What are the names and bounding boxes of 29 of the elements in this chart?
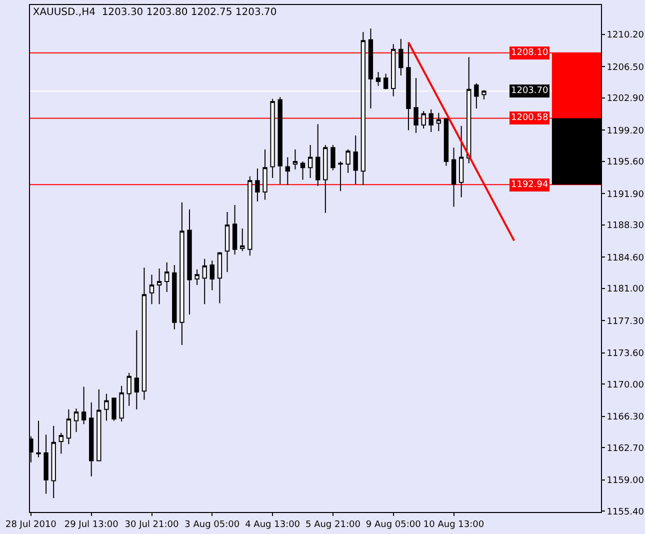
ref-line-label: 1203.70 xyxy=(511,86,548,96)
ref-line-label: 1192.94 xyxy=(511,180,548,190)
x-tick-label: 4 Aug 13:00 xyxy=(245,520,300,530)
y-tick-label: 1206.50 xyxy=(606,62,644,73)
x-tick-label: 9 Aug 05:00 xyxy=(366,520,422,530)
x-tick-label: 5 Aug 21:00 xyxy=(305,520,361,530)
y-tick-label: 1170.00 xyxy=(606,380,644,390)
x-tick-label: 28 Jul 2010 xyxy=(5,520,57,530)
ref-line-label: 1200.58 xyxy=(511,113,548,123)
x-tick-label: 10 Aug 13:00 xyxy=(423,520,484,530)
x-tick-label: 29 Jul 13:00 xyxy=(64,520,119,530)
y-tick-label: 1199.20 xyxy=(606,126,644,136)
y-tick-label: 1173.60 xyxy=(606,349,644,360)
y-tick-label: 1155.40 xyxy=(606,507,644,518)
y-tick-label: 1210.20 xyxy=(606,30,644,41)
x-tick-label: 30 Jul 21:00 xyxy=(124,520,179,530)
y-tick-label: 1195.60 xyxy=(606,158,644,168)
y-tick-label: 1166.30 xyxy=(606,412,644,422)
y-tick-label: 1177.30 xyxy=(606,316,644,327)
y-tick-label: 1202.90 xyxy=(606,94,644,104)
y-tick-label: 1184.60 xyxy=(606,253,644,264)
chart-title: XAUUSD.,H4 1203.30 1203.80 1202.75 1203.70 xyxy=(32,7,277,18)
y-tick-label: 1181.00 xyxy=(606,284,644,295)
x-tick-label: 3 Aug 05:00 xyxy=(184,520,240,530)
y-tick-label: 1162.70 xyxy=(606,444,644,454)
y-tick-label: 1188.30 xyxy=(606,221,644,232)
y-tick-label: 1159.00 xyxy=(606,476,644,486)
y-tick-label: 1191.90 xyxy=(606,190,644,200)
ref-line-label: 1208.10 xyxy=(511,48,548,58)
